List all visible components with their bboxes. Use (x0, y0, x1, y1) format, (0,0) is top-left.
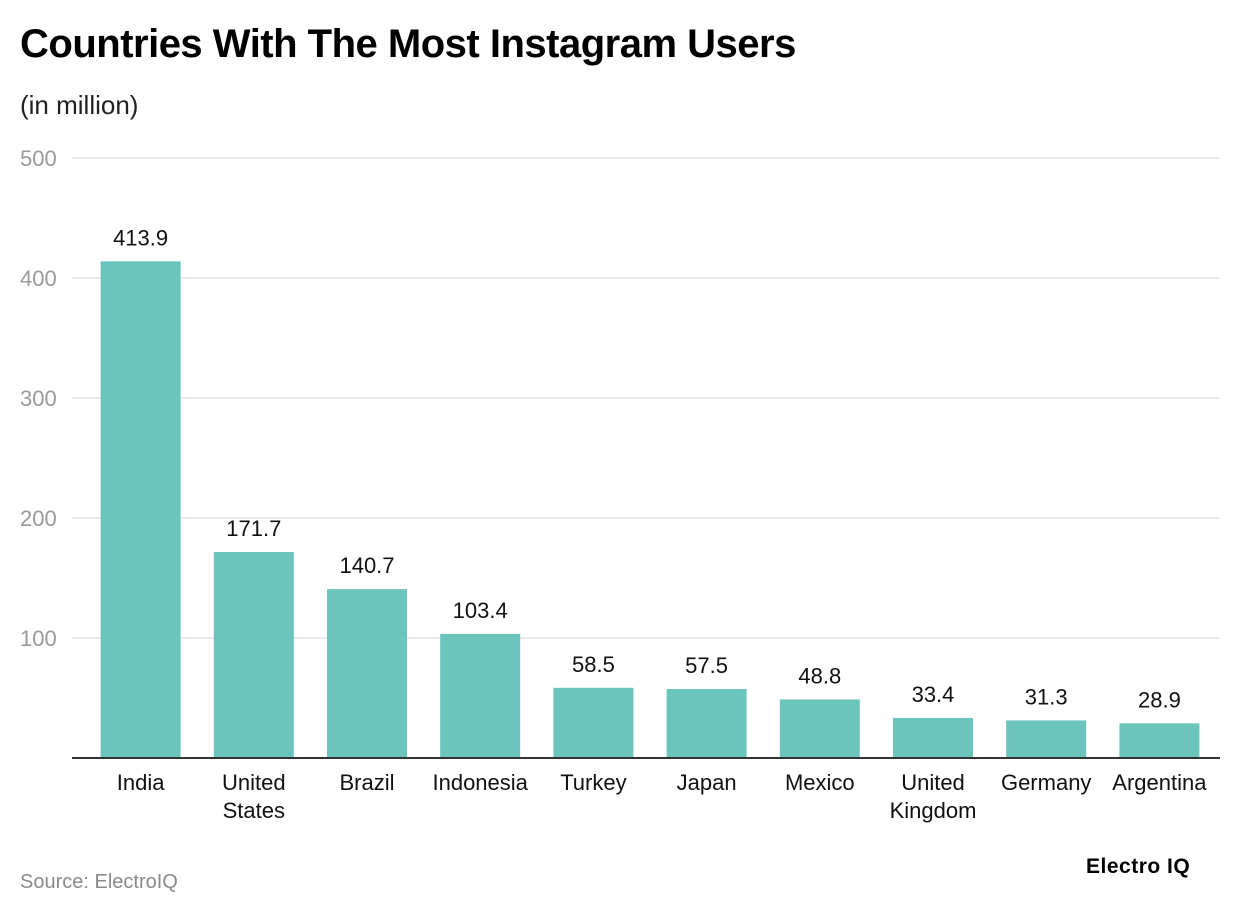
y-tick-label: 500 (20, 146, 57, 171)
category-label: Germany (1001, 770, 1091, 795)
bars (100, 261, 1200, 758)
category-label: India (117, 770, 165, 795)
bar-argentina (1119, 723, 1200, 758)
category-label: Mexico (785, 770, 855, 795)
value-labels: 413.9 171.7 140.7 103.4 58.5 57.5 48.8 33.4 31.3… (113, 225, 1181, 712)
bar-japan (666, 689, 747, 758)
category-label: United Kingdom (890, 770, 977, 823)
bar-germany (1006, 720, 1087, 758)
value-label: 28.9 (1138, 687, 1181, 712)
category-label-line: Argentina (1112, 770, 1207, 795)
category-label-line: States (223, 798, 285, 823)
bar-indonesia (440, 633, 521, 758)
category-label-line: Indonesia (432, 770, 528, 795)
value-label: 58.5 (572, 652, 615, 677)
category-label-line: Germany (1001, 770, 1091, 795)
brand-logo: Electro IQ (1086, 855, 1191, 878)
y-tick-label: 200 (20, 506, 57, 531)
category-label-line: Kingdom (890, 798, 977, 823)
category-label: Japan (677, 770, 737, 795)
category-label-line: India (117, 770, 165, 795)
y-axis-ticks: 100 200 300 400 500 (20, 146, 57, 651)
category-label: Turkey (560, 770, 626, 795)
y-tick-label: 400 (20, 266, 57, 291)
y-tick-label: 300 (20, 386, 57, 411)
category-label-line: Brazil (339, 770, 394, 795)
chart-title: Countries With The Most Instagram Users (20, 22, 796, 66)
category-label: United States (222, 770, 286, 823)
bar-brazil (327, 589, 407, 758)
value-label: 33.4 (912, 682, 955, 707)
category-label-line: Turkey (560, 770, 626, 795)
category-label: Brazil (339, 770, 394, 795)
category-label-line: United (901, 770, 965, 795)
value-label: 103.4 (453, 598, 508, 623)
category-label: Argentina (1112, 770, 1207, 795)
source-note: Source: ElectroIQ (20, 871, 178, 893)
value-label: 413.9 (113, 225, 168, 250)
category-label-line: Mexico (785, 770, 855, 795)
chart-subtitle: (in million) (20, 90, 139, 120)
category-label-line: Japan (677, 770, 737, 795)
bar-united-states (213, 551, 294, 758)
bar-india (100, 261, 181, 758)
category-label-line: United (222, 770, 286, 795)
value-label: 57.5 (685, 653, 728, 678)
category-labels: India United States Brazil Indonesia Turkey Ja… (117, 770, 1208, 823)
value-label: 48.8 (798, 663, 841, 688)
value-label: 31.3 (1025, 684, 1068, 709)
value-label: 140.7 (339, 553, 394, 578)
value-label: 171.7 (226, 516, 281, 541)
bar-turkey (553, 687, 634, 758)
category-label: Indonesia (432, 770, 528, 795)
bar-united-kingdom (893, 717, 973, 758)
bar-mexico (779, 699, 860, 758)
y-tick-label: 100 (20, 626, 57, 651)
